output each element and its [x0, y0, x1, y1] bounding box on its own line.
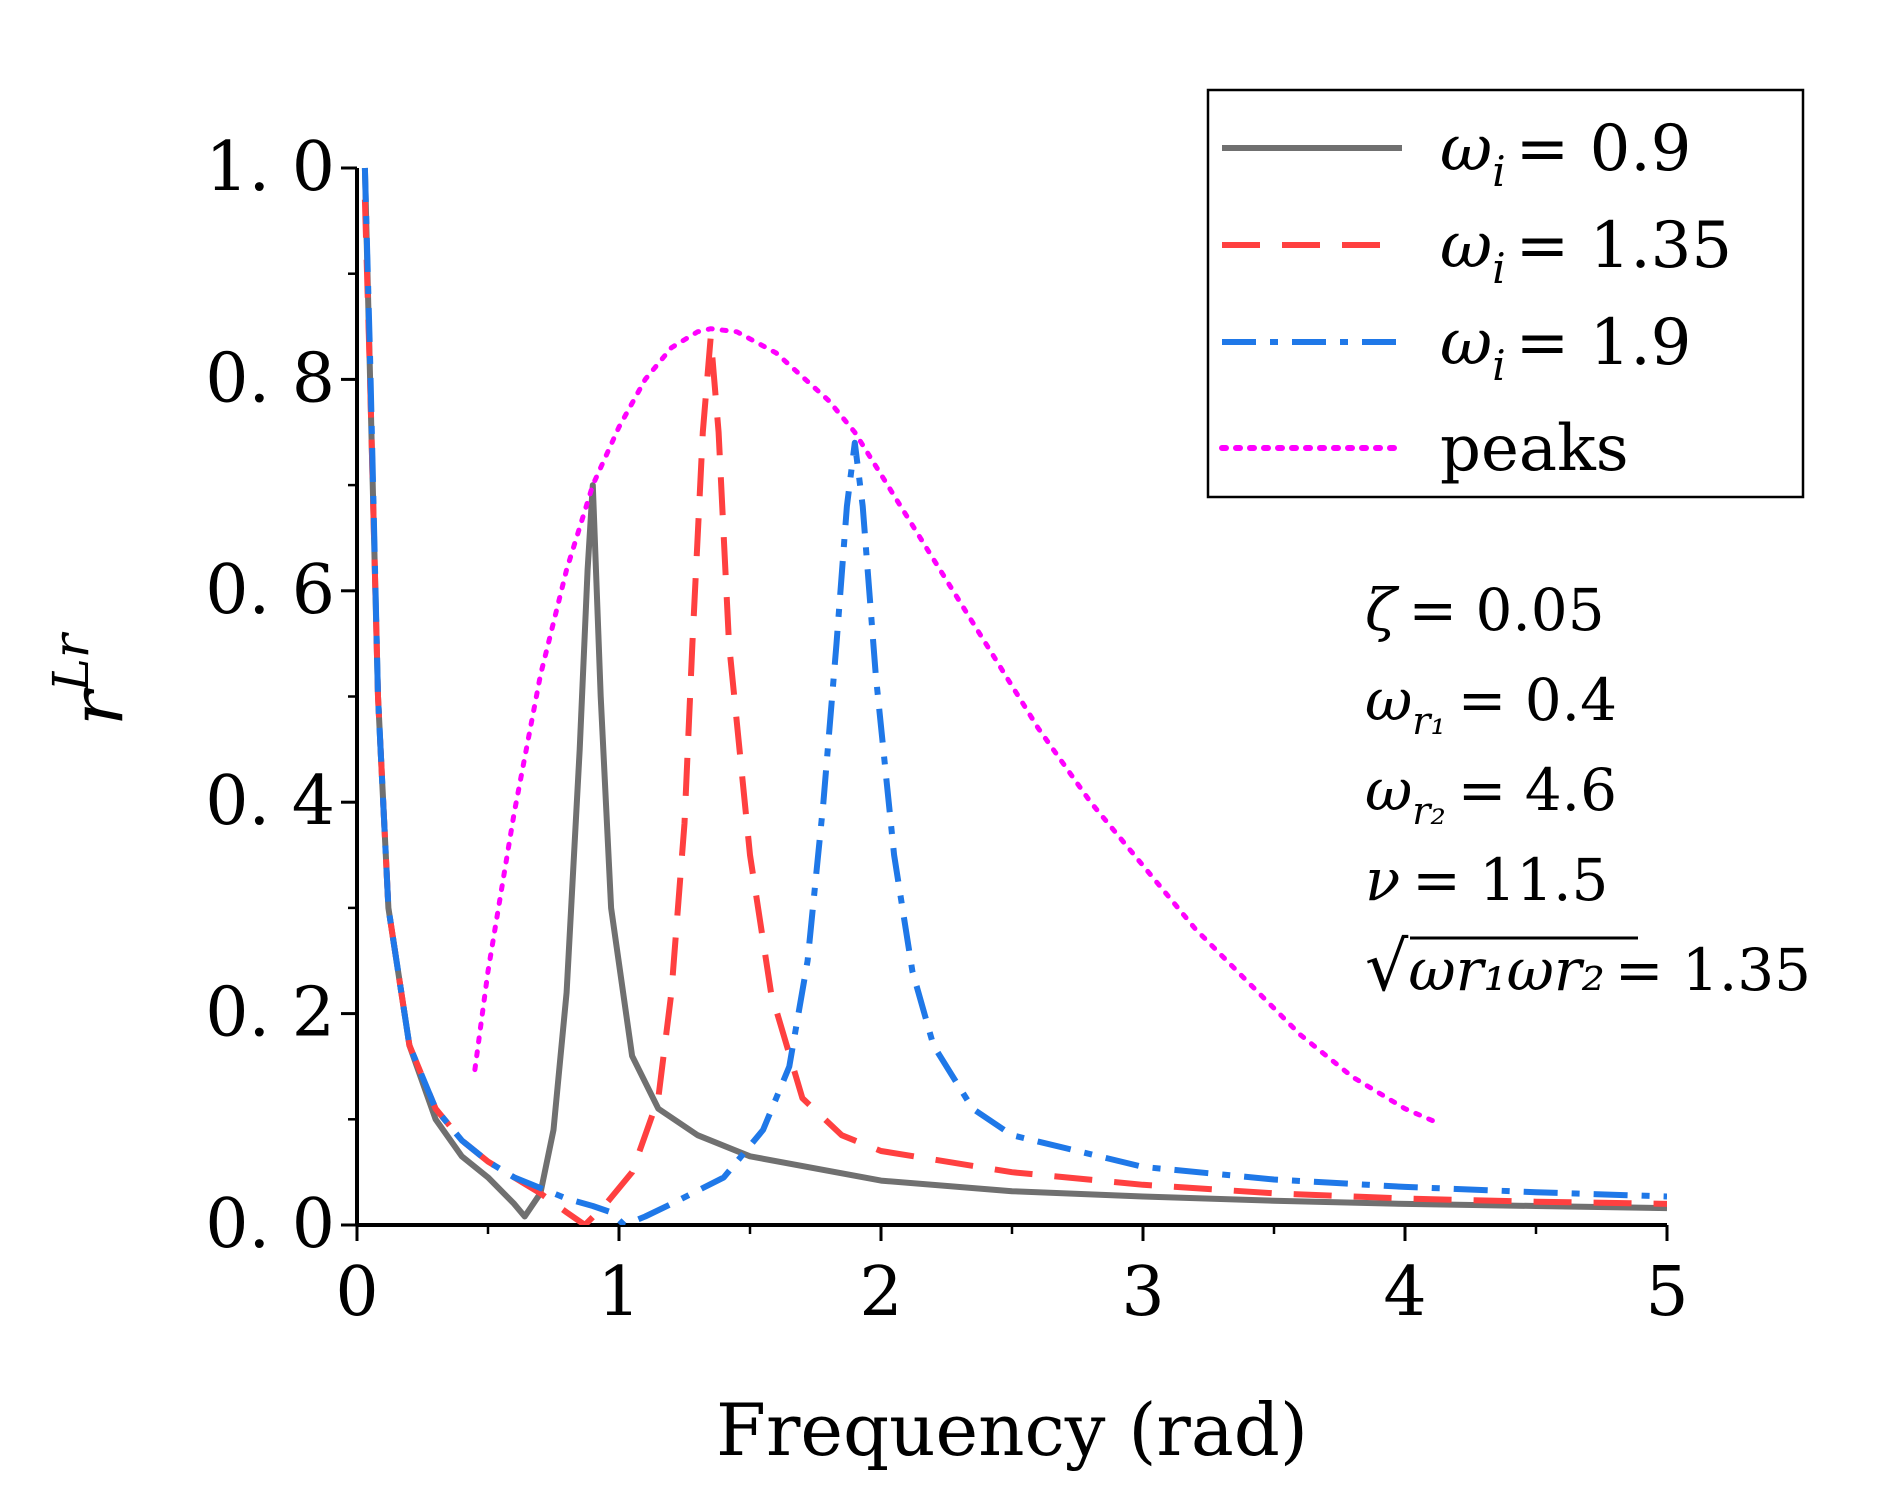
legend-sub-1: i [1492, 244, 1505, 293]
y-tick-label-2: 0. 4 [205, 762, 335, 841]
param-sub-4: ωr₁ωr₂ [1408, 936, 1605, 1004]
series-layer [361, 167, 1667, 1225]
y-axis-title: rLr [42, 631, 139, 726]
series-line-3 [472, 326, 1442, 1126]
x-tick-label-3: 3 [1121, 1253, 1164, 1332]
x-tick-label-5: 5 [1645, 1253, 1688, 1332]
y-tick-label-3: 0. 6 [205, 551, 335, 630]
legend-label-1: ωi = 1.35 [1440, 209, 1732, 293]
x-tick-label-4: 4 [1383, 1253, 1426, 1332]
y-tick-label-5: 1. 0 [205, 128, 335, 207]
param-value-1: = 0.4 [1458, 666, 1617, 734]
legend-value-0: = 0.9 [1516, 112, 1692, 186]
param-sub-1: r₁ [1412, 699, 1445, 743]
legend-symbol-0: ω [1440, 112, 1492, 186]
x-tick-label-1: 1 [597, 1253, 640, 1332]
param-0: ζ = 0.05 [1365, 576, 1605, 644]
param-value-4: = 1.35 [1615, 936, 1811, 1004]
legend-sub-0: i [1492, 147, 1505, 196]
legend-label-2: ωi = 1.9 [1440, 306, 1691, 390]
x-axis-title: Frequency (rad) [716, 1388, 1308, 1472]
param-symbol-4: √ [1365, 928, 1409, 1007]
param-symbol-1: ω [1365, 666, 1412, 734]
param-value-2: = 4.6 [1458, 756, 1617, 824]
legend-symbol-1: ω [1440, 209, 1492, 283]
y-axis-title-sup: Lr [42, 631, 100, 692]
param-2: ωr₂ = 4.6 [1365, 756, 1617, 833]
param-4: √ωr₁ωr₂ = 1.35 [1365, 928, 1811, 1007]
param-sub-2: r₂ [1412, 789, 1445, 833]
legend-box [1206, 88, 1805, 499]
x-tick-label-0: 0 [335, 1253, 378, 1332]
param-symbol-2: ω [1365, 756, 1412, 824]
y-ticks: 0. 0 0. 2 0. 4 0. 6 0. 8 1. 0 [205, 128, 357, 1264]
legend-symbol-2: ω [1440, 306, 1492, 380]
legend-value-2: = 1.9 [1516, 306, 1692, 380]
param-symbol-3: ν [1365, 846, 1400, 914]
series-line-2 [361, 167, 1667, 1225]
legend-symbol-3: peaks [1440, 412, 1629, 486]
legend-label-0: ωi = 0.9 [1440, 112, 1691, 196]
param-value-0: = 0.05 [1408, 576, 1604, 644]
y-axis-title-base: r [55, 688, 139, 726]
legend-label-3: peaks [1440, 412, 1629, 486]
y-tick-label-0: 0. 0 [205, 1185, 335, 1264]
y-tick-label-1: 0. 2 [205, 974, 335, 1053]
legend-value-1: = 1.35 [1516, 209, 1732, 283]
param-3: ν = 11.5 [1365, 846, 1608, 914]
param-symbol-0: ζ [1365, 576, 1400, 644]
x-ticks: 0 1 2 3 4 5 [335, 1225, 1689, 1332]
param-1: ωr₁ = 0.4 [1365, 666, 1617, 743]
y-tick-label-4: 0. 8 [205, 339, 335, 418]
param-value-3: = 11.5 [1412, 846, 1608, 914]
x-tick-label-2: 2 [859, 1253, 902, 1332]
legend-sub-2: i [1492, 341, 1505, 390]
